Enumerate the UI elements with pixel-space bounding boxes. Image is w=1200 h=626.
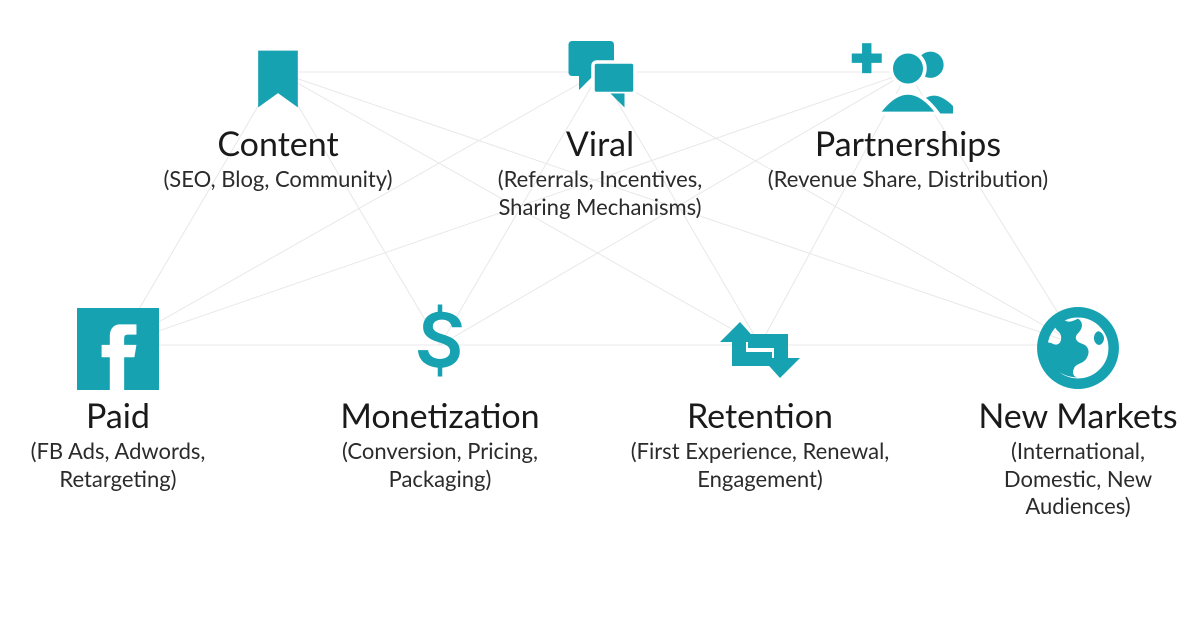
facebook-icon bbox=[73, 300, 163, 390]
node-subtitle: (FB Ads, Adwords, Retargeting) bbox=[8, 437, 228, 492]
node-title: Content bbox=[163, 124, 393, 163]
node-content: Content (SEO, Blog, Community) bbox=[163, 28, 393, 193]
node-subtitle: (SEO, Blog, Community) bbox=[163, 165, 393, 193]
retweet-icon bbox=[710, 300, 810, 390]
node-paid: Paid (FB Ads, Adwords, Retargeting) bbox=[8, 300, 228, 492]
node-subtitle: (Referrals, Incentives, Sharing Mechanis… bbox=[460, 165, 740, 220]
node-title: Monetization bbox=[310, 396, 570, 435]
node-retention: Retention (First Experience, Renewal, En… bbox=[630, 300, 890, 492]
node-monetization: Monetization (Conversion, Pricing, Packa… bbox=[310, 300, 570, 492]
node-title: Paid bbox=[8, 396, 228, 435]
node-subtitle: (Conversion, Pricing, Packaging) bbox=[310, 437, 570, 492]
node-title: Partnerships bbox=[758, 124, 1058, 163]
node-title: Viral bbox=[460, 124, 740, 163]
dollar-icon bbox=[395, 300, 485, 390]
globe-icon bbox=[1033, 300, 1123, 390]
node-subtitle: (Revenue Share, Distribution) bbox=[758, 165, 1058, 193]
node-viral: Viral (Referrals, Incentives, Sharing Me… bbox=[460, 28, 740, 220]
diagram-stage: Content (SEO, Blog, Community) Viral (Re… bbox=[0, 0, 1200, 626]
node-title: New Markets bbox=[963, 396, 1193, 435]
node-subtitle: (First Experience, Renewal, Engagement) bbox=[630, 437, 890, 492]
bookmark-icon bbox=[233, 28, 323, 118]
node-partnerships: Partnerships (Revenue Share, Distributio… bbox=[758, 28, 1058, 193]
add-users-icon bbox=[848, 28, 968, 118]
node-newmarkets: New Markets (International, Domestic, Ne… bbox=[963, 300, 1193, 520]
chat-icon bbox=[555, 28, 645, 118]
node-title: Retention bbox=[630, 396, 890, 435]
node-subtitle: (International, Domestic, New Audiences) bbox=[963, 437, 1193, 520]
